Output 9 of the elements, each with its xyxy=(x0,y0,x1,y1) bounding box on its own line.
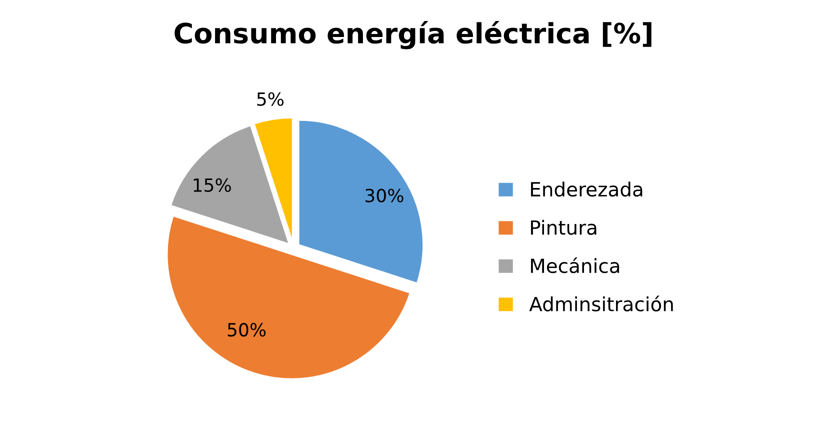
legend-label: Adminsitración xyxy=(529,296,673,312)
data-label: 30% xyxy=(366,188,404,202)
legend-label: Enderezada xyxy=(531,182,642,197)
data-label: 5% xyxy=(257,92,284,106)
legend-label: Pintura xyxy=(531,220,596,235)
data-label: 15% xyxy=(194,178,231,192)
chart-title: Consumo energía eléctrica [%] xyxy=(174,21,652,50)
legend-label: Mecánica xyxy=(531,257,620,274)
data-label: 50% xyxy=(228,322,266,337)
